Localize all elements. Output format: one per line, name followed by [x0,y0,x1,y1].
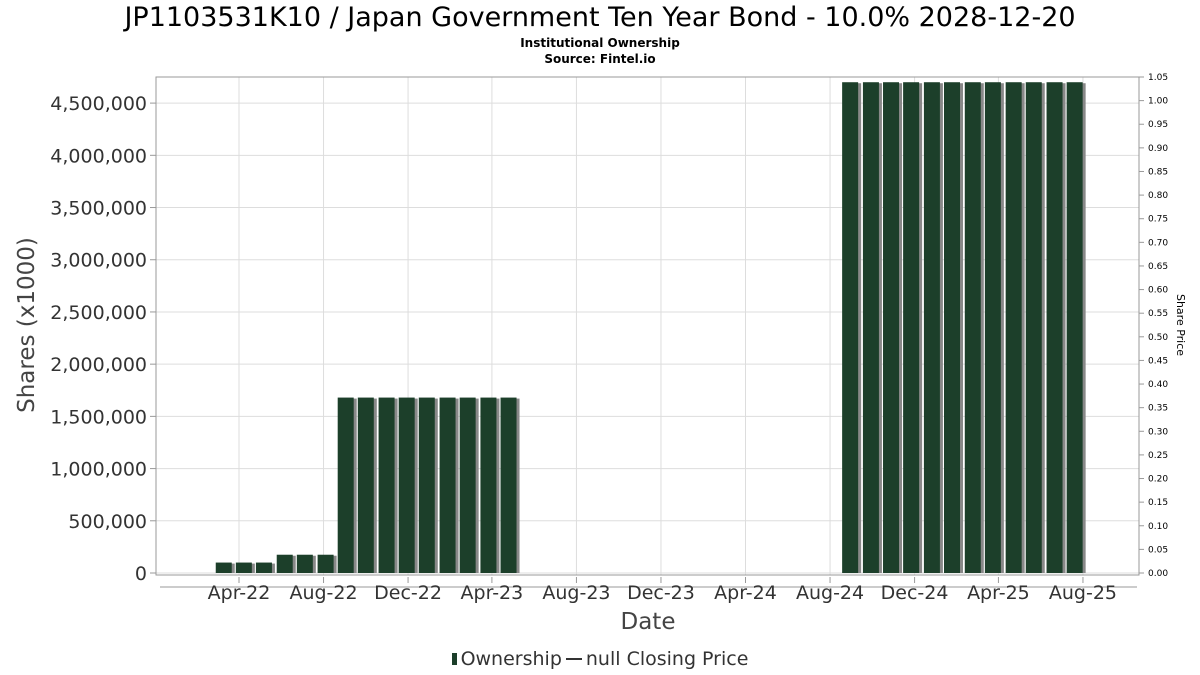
ownership-bar [378,397,395,573]
x-tick-label: Apr-22 [208,582,271,604]
ownership-bar [215,562,232,573]
y-axis-label: Shares (x1000) [14,237,40,413]
x-axis-ticks: Apr-22 Aug-22 Dec-22 Apr-23 Aug-23 Dec-23 Apr-… [208,577,1117,604]
ownership-bar [883,82,900,573]
y-tick-label: 2,500,000 [50,302,147,324]
x-tick-label: Aug-22 [289,582,357,604]
y-tick-label: 2,000,000 [50,354,147,376]
y2-tick-label: 0.90 [1148,144,1168,154]
ownership-bar [923,82,940,573]
y-axis-ticks: 0 500,000 1,000,000 1,500,000 2,000,000 2,500… [50,93,156,585]
ownership-bar [1066,82,1083,573]
legend-ownership-label: Ownership [460,647,562,670]
ownership-bar [943,82,960,573]
ownership-bar [276,554,293,573]
ownership-bar [459,397,476,573]
ownership-bar [255,562,272,573]
legend-price-label: null Closing Price [585,647,749,670]
y-tick-label: 1,500,000 [50,406,147,428]
y2-tick-label: 0.35 [1148,404,1168,414]
y2-tick-label: 0.80 [1148,191,1168,201]
ownership-bar [1046,82,1063,573]
ownership-bar [964,82,981,573]
x-tick-label: Aug-25 [1049,582,1117,604]
y2-tick-label: 0.75 [1148,215,1168,225]
y-tick-label: 3,500,000 [50,198,147,220]
y2-tick-label: 0.15 [1148,498,1168,508]
y2-tick-label: 0.85 [1148,167,1168,177]
y2-tick-label: 0.55 [1148,309,1168,319]
y-tick-label: 1,000,000 [50,459,147,481]
plot-frame [155,76,1140,576]
x-tick-label: Aug-24 [796,582,864,604]
x-axis-label: Date [621,609,676,635]
ownership-bar [357,397,374,573]
y2-tick-label: 0.10 [1148,522,1168,532]
ownership-bar [1025,82,1042,573]
y2-tick-label: 0.00 [1148,569,1168,579]
x-tick-label: Apr-23 [461,582,524,604]
x-tick-label: Aug-23 [542,582,610,604]
y2-tick-label: 0.50 [1148,333,1168,343]
x-tick-label: Dec-23 [627,582,695,604]
y2-tick-label: 0.40 [1148,380,1168,390]
ownership-bar [337,397,354,573]
y2-tick-label: 0.65 [1148,262,1168,272]
y2-tick-label: 1.05 [1148,73,1168,83]
chart-subtitle: Institutional Ownership [520,36,680,50]
ownership-bar [862,82,879,573]
y2-tick-label: 0.30 [1148,427,1168,437]
ownership-bar [439,397,456,573]
legend-price-line [565,657,582,660]
y2-tick-label: 0.60 [1148,286,1168,296]
y2-tick-label: 0.45 [1148,356,1168,366]
ownership-bar [842,82,859,573]
ownership-bar [296,554,313,573]
ownership-bars [215,82,1086,573]
chart-source: Source: Fintel.io [544,52,656,66]
ownership-bar [317,554,334,573]
y-tick-label: 500,000 [68,511,147,533]
ownership-bar [903,82,920,573]
y-tick-label: 0 [135,563,147,585]
y-tick-label: 4,500,000 [50,93,147,115]
y-tick-label: 4,000,000 [50,145,147,167]
y-tick-label: 3,000,000 [50,250,147,272]
chart-title: JP1103531K10 / Japan Government Ten Year… [124,2,1076,33]
legend: Ownership null Closing Price [0,647,1200,670]
y2-tick-label: 0.70 [1148,238,1168,248]
x-tick-label: Apr-24 [714,582,777,604]
ownership-bar [398,397,415,573]
ownership-bar [500,397,517,573]
ownership-bar [235,562,252,573]
y2-axis-ticks: 0.00 0.05 0.10 0.15 0.20 0.25 0.30 0.35 0.40 0.45… [1139,73,1168,579]
y2-tick-label: 0.95 [1148,120,1168,130]
x-tick-label: Dec-24 [881,582,949,604]
ownership-bar [984,82,1001,573]
y2-tick-label: 0.25 [1148,451,1168,461]
y2-tick-label: 0.20 [1148,475,1168,485]
ownership-bar [418,397,435,573]
legend-ownership-swatch [451,652,457,665]
ownership-bar [1005,82,1022,573]
y2-tick-label: 1.00 [1148,97,1168,107]
x-tick-label: Apr-25 [967,582,1030,604]
ownership-bar [480,397,497,573]
y2-tick-label: 0.05 [1148,545,1168,555]
x-tick-label: Dec-22 [374,582,442,604]
y2-axis-label: Share Price [1174,294,1187,356]
